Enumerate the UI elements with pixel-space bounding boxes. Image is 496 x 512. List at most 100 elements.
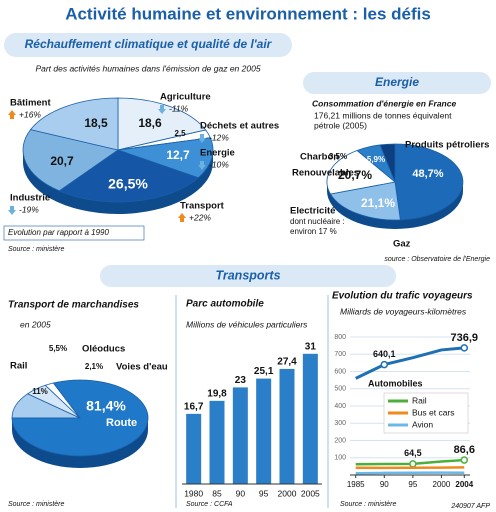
change-arrow [8,206,16,215]
y-tick-label: 800 [334,334,346,341]
series-line [355,466,465,470]
y-tick-label: 600 [334,368,346,375]
annotation: environ 17 % [290,227,337,236]
bar [279,368,295,484]
change-arrow [8,110,16,119]
chart-title: Réchauffement climatique et qualité de l… [25,37,273,51]
x-tick-label: 2000 [433,480,451,489]
value-label: 25,1 [254,366,274,377]
pie-slice [326,149,396,195]
y-tick-label: 700 [334,351,346,358]
slice-label: Industrie [10,193,50,204]
point [460,344,469,352]
value-label: 5,5% [49,344,67,353]
chart-title: Parc automobile [186,299,264,310]
point [380,360,389,369]
series-line [355,471,465,475]
source: Source : ministère [340,501,397,508]
change-label: +16% [19,109,41,119]
value-label: 81,4% [86,398,126,414]
pie-slice [379,143,396,183]
change-arrow [178,213,186,222]
change-arrow [158,105,166,114]
value-label: 2,1% [85,362,103,371]
value-label: 12,7 [166,148,190,162]
slice-label: Renouvelables [292,168,359,179]
pie-slice [117,137,214,179]
change-arrow [198,134,206,143]
x-tick-label: 95 [259,488,269,498]
chart-subtitle: Part des activités humaines dans l'émiss… [35,63,260,73]
change-label: -19% [19,204,39,214]
value-label: 18,5 [84,116,108,130]
change-label: -10% [209,159,229,169]
slice-label: Déchets et autres [200,121,279,132]
value-label: 18,6 [138,116,162,130]
slice-label: Bâtiment [10,98,51,109]
value-label: 48,7% [412,168,443,180]
bar [232,387,248,484]
x-tick-label: 85 [212,488,222,498]
x-tick-label: 1980 [184,488,203,498]
value-label: 5,9% [367,155,385,164]
legend-label: Bus et cars [412,407,455,417]
point [460,456,469,464]
annotation: dont nucléaire : [290,217,345,226]
note-box [3,225,145,241]
change-label: -11% [169,103,189,113]
chart-title: Transport de marchandises [8,300,139,311]
credit: 240907 AFP [450,503,490,510]
pie-slice [11,379,149,457]
pie-slice [329,181,401,221]
main-title: Activité humaine et environnement : les … [65,4,431,23]
note: pétrole (2005) [314,120,367,130]
value-label: 23 [235,375,247,386]
value-label: 20,7% [338,168,372,182]
slice-label: Electricité [290,206,335,217]
slice-label: Energie [200,148,235,159]
change-label: +22% [189,212,211,222]
x-tick-label: 2005 [301,488,320,498]
chart-title: Energie [375,75,419,89]
x-tick-label: 95 [408,480,417,489]
value-label: 86,6 [454,444,475,456]
value-label: 11% [32,387,48,396]
x-tick-label: 90 [236,488,246,498]
section-box [100,265,396,287]
y-tick-label: 500 [334,386,346,393]
bar [209,400,225,484]
series-line [355,346,465,380]
chart-subtitle: Consommation d'énergie en France [312,98,456,108]
legend-label: Avion [412,419,433,429]
chart-subtitle: Milliards de voyageurs-kilomètres [340,306,467,316]
section-box [303,72,491,94]
x-tick-label: 2004 [455,480,473,489]
series-label: Automobiles [368,378,423,388]
note: Evolution par rapport à 1990 [8,228,110,237]
value-label: 736,9 [451,332,479,344]
point [409,460,417,468]
bar [302,353,318,484]
change-arrow [198,161,206,170]
chart-subtitle: en 2005 [20,319,51,329]
pie-slice [394,143,464,221]
source: source : Observatoire de l'Energie [384,256,490,263]
slice-label: Produits pétroliers [405,140,489,151]
slice-label: Oléoducs [82,344,125,355]
slice-label: Agriculture [160,92,211,103]
slice-label: Route [106,417,137,429]
value-label: 16,7 [184,402,204,413]
value-label: 2,5 [174,129,186,138]
legend-label: Rail [412,395,427,405]
source: Source : ministère [8,501,65,508]
source: Source : ministère [8,246,65,253]
x-tick-label: 2000 [278,488,297,498]
pie-slice [117,97,207,151]
note: 176,21 millions de tonnes équivalent [314,110,452,120]
y-tick-label: 300 [334,420,346,427]
pie-slice [29,97,119,151]
bar [256,378,272,484]
section-title: Transports [215,268,280,282]
value-label: 20,7 [50,154,74,168]
